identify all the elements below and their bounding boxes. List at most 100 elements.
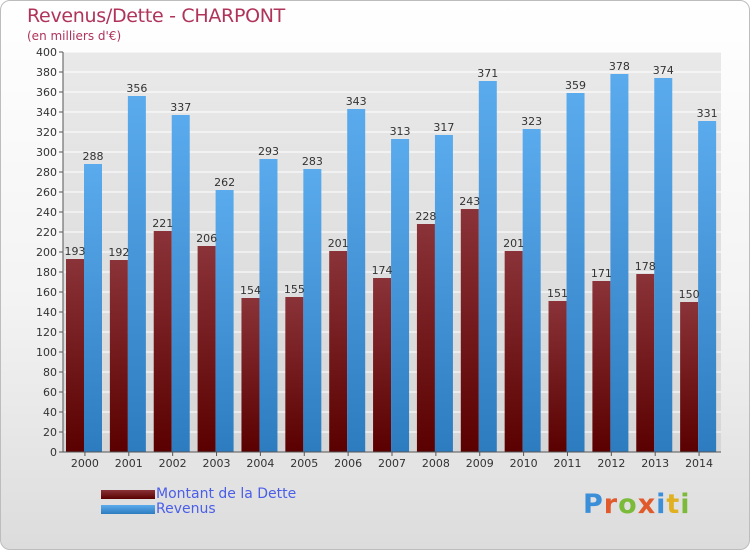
logo-letter: t: [666, 489, 681, 520]
legend-label-dette: Montant de la Dette: [156, 486, 297, 502]
data-label: 150: [679, 288, 700, 301]
legend-label-revenus: Revenus: [156, 501, 216, 517]
data-label: 378: [609, 60, 630, 73]
bar-revenus: [434, 135, 453, 452]
data-label: 151: [547, 287, 568, 300]
y-tick-label: 320: [36, 126, 57, 139]
bar-dette: [285, 297, 304, 452]
bar-dette: [680, 302, 699, 452]
data-label: 206: [196, 232, 217, 245]
data-label: 374: [653, 64, 674, 77]
x-tick-label: 2009: [466, 457, 494, 470]
y-tick-label: 260: [36, 186, 57, 199]
bar-revenus: [654, 78, 673, 452]
bar-revenus: [127, 96, 146, 452]
x-tick-label: 2003: [203, 457, 231, 470]
logo-letter: i: [656, 489, 667, 520]
x-tick-label: 2010: [510, 457, 538, 470]
data-label: 154: [240, 284, 261, 297]
x-tick-label: 2004: [246, 457, 274, 470]
x-tick-label: 2000: [71, 457, 99, 470]
x-tick-label: 2014: [685, 457, 713, 470]
y-tick-label: 340: [36, 106, 57, 119]
y-tick-label: 200: [36, 246, 57, 259]
x-tick-label: 2006: [334, 457, 362, 470]
bar-revenus: [259, 159, 278, 452]
y-tick-label: 80: [43, 366, 57, 379]
y-tick-label: 240: [36, 206, 57, 219]
bar-dette: [66, 259, 84, 452]
data-label: 323: [521, 115, 542, 128]
y-tick-label: 380: [36, 66, 57, 79]
legend-swatch-revenus: [101, 505, 155, 514]
bar-dette: [504, 251, 523, 452]
data-label: 243: [459, 195, 480, 208]
x-tick-label: 2008: [422, 457, 450, 470]
data-label: 228: [415, 210, 436, 223]
logo-letter: o: [618, 489, 638, 520]
logo-letter: x: [637, 489, 657, 520]
bar-revenus: [698, 121, 717, 452]
bar-dette: [416, 224, 435, 452]
bar-revenus: [391, 139, 410, 452]
bar-dette: [636, 274, 655, 452]
data-label: 155: [284, 283, 305, 296]
y-tick-label: 280: [36, 166, 57, 179]
data-label: 288: [83, 150, 104, 163]
bar-revenus: [522, 129, 541, 452]
bar-revenus: [566, 93, 585, 452]
bar-dette: [153, 231, 172, 452]
bar-dette: [241, 298, 260, 452]
logo-letter: r: [603, 489, 619, 520]
bar-revenus: [84, 164, 102, 452]
data-label: 262: [214, 176, 235, 189]
bar-dette: [548, 301, 567, 452]
data-label: 371: [477, 67, 498, 80]
data-label: 174: [372, 264, 393, 277]
logo-letter: i: [680, 489, 691, 520]
legend-swatch-dette: [101, 490, 155, 499]
y-tick-label: 160: [36, 286, 57, 299]
bar-revenus: [215, 190, 234, 452]
data-label: 193: [65, 245, 86, 258]
x-tick-label: 2011: [553, 457, 581, 470]
data-label: 192: [108, 246, 129, 259]
x-tick-label: 2013: [641, 457, 669, 470]
logo-letter: P: [583, 489, 604, 520]
data-label: 283: [302, 155, 323, 168]
bar-dette: [460, 209, 479, 452]
chart-title: Revenus/Dette - CHARPONT: [27, 5, 285, 27]
data-label: 171: [591, 267, 612, 280]
data-label: 201: [328, 237, 349, 250]
bar-revenus: [171, 115, 190, 452]
data-label: 331: [697, 107, 718, 120]
data-label: 359: [565, 79, 586, 92]
bar-dette: [592, 281, 611, 452]
bar-revenus: [610, 74, 629, 452]
bar-dette: [197, 246, 216, 452]
data-label: 201: [503, 237, 524, 250]
data-label: 313: [390, 125, 411, 138]
data-label: 317: [433, 121, 454, 134]
y-tick-label: 60: [43, 386, 57, 399]
y-tick-label: 220: [36, 226, 57, 239]
proxiti-logo: Proxiti: [583, 489, 691, 520]
y-tick-label: 180: [36, 266, 57, 279]
x-tick-label: 2012: [597, 457, 625, 470]
bar-dette: [109, 260, 128, 452]
bar-revenus: [478, 81, 497, 452]
x-tick-label: 2001: [115, 457, 143, 470]
bar-revenus: [303, 169, 322, 452]
data-label: 221: [152, 217, 173, 230]
y-tick-label: 360: [36, 86, 57, 99]
y-tick-label: 120: [36, 326, 57, 339]
data-label: 293: [258, 145, 279, 158]
bar-dette: [329, 251, 348, 452]
x-tick-label: 2007: [378, 457, 406, 470]
bar-dette: [373, 278, 392, 452]
y-tick-label: 20: [43, 426, 57, 439]
y-tick-label: 140: [36, 306, 57, 319]
x-tick-label: 2002: [159, 457, 187, 470]
